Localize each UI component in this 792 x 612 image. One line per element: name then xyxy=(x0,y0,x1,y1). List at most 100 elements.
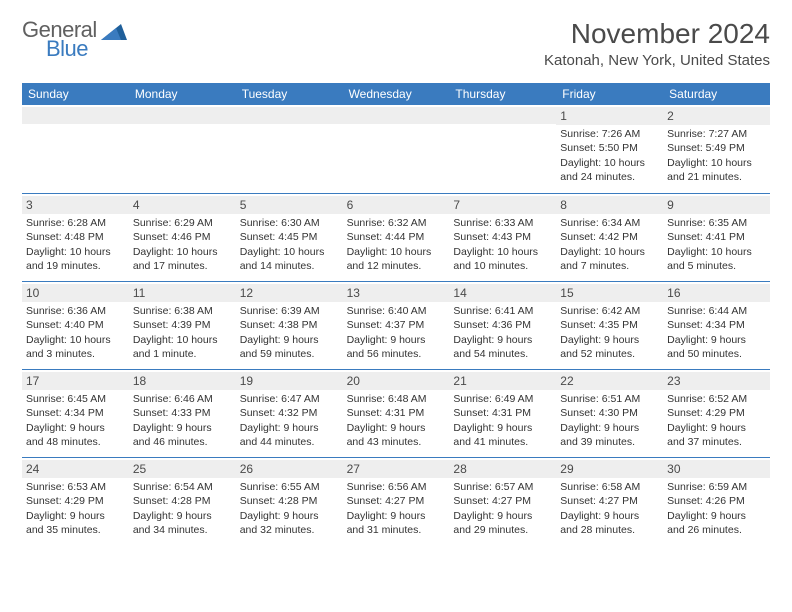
sunrise-line: Sunrise: 6:57 AM xyxy=(453,480,552,494)
daylight-line-2: and 56 minutes. xyxy=(347,347,446,361)
day-number: 23 xyxy=(663,372,770,390)
calendar-cell: 27Sunrise: 6:56 AMSunset: 4:27 PMDayligh… xyxy=(343,457,450,545)
sunset-line: Sunset: 4:42 PM xyxy=(560,230,659,244)
sunrise-line: Sunrise: 6:41 AM xyxy=(453,304,552,318)
sunrise-line: Sunrise: 6:40 AM xyxy=(347,304,446,318)
sunset-line: Sunset: 4:38 PM xyxy=(240,318,339,332)
sunset-line: Sunset: 5:50 PM xyxy=(560,141,659,155)
daylight-line-1: Daylight: 9 hours xyxy=(347,333,446,347)
sunset-line: Sunset: 4:40 PM xyxy=(26,318,125,332)
sunrise-line: Sunrise: 6:55 AM xyxy=(240,480,339,494)
daylight-line-1: Daylight: 10 hours xyxy=(667,156,766,170)
brand-triangle-icon xyxy=(101,22,129,42)
daylight-line-1: Daylight: 9 hours xyxy=(667,333,766,347)
weekday-header: Tuesday xyxy=(236,83,343,105)
daylight-line-2: and 14 minutes. xyxy=(240,259,339,273)
daylight-line-2: and 54 minutes. xyxy=(453,347,552,361)
sunset-line: Sunset: 4:45 PM xyxy=(240,230,339,244)
sunrise-line: Sunrise: 6:32 AM xyxy=(347,216,446,230)
calendar-cell: 17Sunrise: 6:45 AMSunset: 4:34 PMDayligh… xyxy=(22,369,129,457)
calendar-cell: 3Sunrise: 6:28 AMSunset: 4:48 PMDaylight… xyxy=(22,193,129,281)
day-number: 25 xyxy=(129,460,236,478)
daylight-line-1: Daylight: 10 hours xyxy=(26,245,125,259)
daylight-line-1: Daylight: 9 hours xyxy=(240,509,339,523)
sunset-line: Sunset: 4:41 PM xyxy=(667,230,766,244)
daylight-line-1: Daylight: 9 hours xyxy=(240,421,339,435)
day-number: 5 xyxy=(236,196,343,214)
sunrise-line: Sunrise: 6:33 AM xyxy=(453,216,552,230)
header: General Blue November 2024 Katonah, New … xyxy=(22,18,770,69)
daylight-line-2: and 46 minutes. xyxy=(133,435,232,449)
sunset-line: Sunset: 5:49 PM xyxy=(667,141,766,155)
sunrise-line: Sunrise: 7:27 AM xyxy=(667,127,766,141)
calendar-header-row: SundayMondayTuesdayWednesdayThursdayFrid… xyxy=(22,83,770,105)
calendar-cell: 15Sunrise: 6:42 AMSunset: 4:35 PMDayligh… xyxy=(556,281,663,369)
brand-logo: General Blue xyxy=(22,18,129,60)
daylight-line-2: and 35 minutes. xyxy=(26,523,125,537)
day-number: 13 xyxy=(343,284,450,302)
weekday-header: Thursday xyxy=(449,83,556,105)
daylight-line-1: Daylight: 9 hours xyxy=(26,509,125,523)
sunset-line: Sunset: 4:27 PM xyxy=(453,494,552,508)
sunset-line: Sunset: 4:33 PM xyxy=(133,406,232,420)
calendar-cell: 23Sunrise: 6:52 AMSunset: 4:29 PMDayligh… xyxy=(663,369,770,457)
sunrise-line: Sunrise: 6:39 AM xyxy=(240,304,339,318)
sunset-line: Sunset: 4:48 PM xyxy=(26,230,125,244)
sunset-line: Sunset: 4:30 PM xyxy=(560,406,659,420)
daylight-line-1: Daylight: 10 hours xyxy=(133,245,232,259)
calendar-cell: 21Sunrise: 6:49 AMSunset: 4:31 PMDayligh… xyxy=(449,369,556,457)
daylight-line-2: and 7 minutes. xyxy=(560,259,659,273)
daylight-line-2: and 19 minutes. xyxy=(26,259,125,273)
sunset-line: Sunset: 4:26 PM xyxy=(667,494,766,508)
calendar-cell-empty xyxy=(129,105,236,193)
day-number: 30 xyxy=(663,460,770,478)
day-number: 18 xyxy=(129,372,236,390)
day-number: 28 xyxy=(449,460,556,478)
calendar-cell: 8Sunrise: 6:34 AMSunset: 4:42 PMDaylight… xyxy=(556,193,663,281)
calendar-cell: 7Sunrise: 6:33 AMSunset: 4:43 PMDaylight… xyxy=(449,193,556,281)
daylight-line-2: and 43 minutes. xyxy=(347,435,446,449)
sunset-line: Sunset: 4:34 PM xyxy=(667,318,766,332)
daylight-line-2: and 29 minutes. xyxy=(453,523,552,537)
title-block: November 2024 Katonah, New York, United … xyxy=(544,18,770,69)
day-number: 2 xyxy=(663,107,770,125)
sunrise-line: Sunrise: 6:53 AM xyxy=(26,480,125,494)
daylight-line-2: and 1 minute. xyxy=(133,347,232,361)
day-number: 6 xyxy=(343,196,450,214)
sunrise-line: Sunrise: 6:29 AM xyxy=(133,216,232,230)
sunset-line: Sunset: 4:27 PM xyxy=(560,494,659,508)
daylight-line-1: Daylight: 9 hours xyxy=(133,421,232,435)
day-number: 3 xyxy=(22,196,129,214)
calendar-cell: 26Sunrise: 6:55 AMSunset: 4:28 PMDayligh… xyxy=(236,457,343,545)
sunset-line: Sunset: 4:43 PM xyxy=(453,230,552,244)
daylight-line-1: Daylight: 9 hours xyxy=(133,509,232,523)
calendar-cell: 29Sunrise: 6:58 AMSunset: 4:27 PMDayligh… xyxy=(556,457,663,545)
calendar-cell: 24Sunrise: 6:53 AMSunset: 4:29 PMDayligh… xyxy=(22,457,129,545)
sunrise-line: Sunrise: 6:47 AM xyxy=(240,392,339,406)
calendar-body: 1Sunrise: 7:26 AMSunset: 5:50 PMDaylight… xyxy=(22,105,770,545)
sunset-line: Sunset: 4:44 PM xyxy=(347,230,446,244)
daylight-line-2: and 50 minutes. xyxy=(667,347,766,361)
sunrise-line: Sunrise: 6:34 AM xyxy=(560,216,659,230)
brand-text: General Blue xyxy=(22,18,97,60)
sunrise-line: Sunrise: 6:48 AM xyxy=(347,392,446,406)
day-number: 17 xyxy=(22,372,129,390)
daylight-line-1: Daylight: 9 hours xyxy=(560,333,659,347)
daylight-line-1: Daylight: 10 hours xyxy=(240,245,339,259)
daylight-line-2: and 10 minutes. xyxy=(453,259,552,273)
sunrise-line: Sunrise: 6:46 AM xyxy=(133,392,232,406)
daylight-line-1: Daylight: 9 hours xyxy=(240,333,339,347)
daylight-line-2: and 5 minutes. xyxy=(667,259,766,273)
daylight-line-2: and 34 minutes. xyxy=(133,523,232,537)
daylight-line-1: Daylight: 10 hours xyxy=(560,156,659,170)
calendar-cell-empty xyxy=(22,105,129,193)
daylight-line-1: Daylight: 9 hours xyxy=(667,509,766,523)
sunset-line: Sunset: 4:29 PM xyxy=(26,494,125,508)
day-number: 27 xyxy=(343,460,450,478)
sunrise-line: Sunrise: 6:56 AM xyxy=(347,480,446,494)
daylight-line-1: Daylight: 9 hours xyxy=(453,509,552,523)
sunrise-line: Sunrise: 6:51 AM xyxy=(560,392,659,406)
day-number: 21 xyxy=(449,372,556,390)
daylight-line-2: and 28 minutes. xyxy=(560,523,659,537)
location: Katonah, New York, United States xyxy=(544,52,770,69)
